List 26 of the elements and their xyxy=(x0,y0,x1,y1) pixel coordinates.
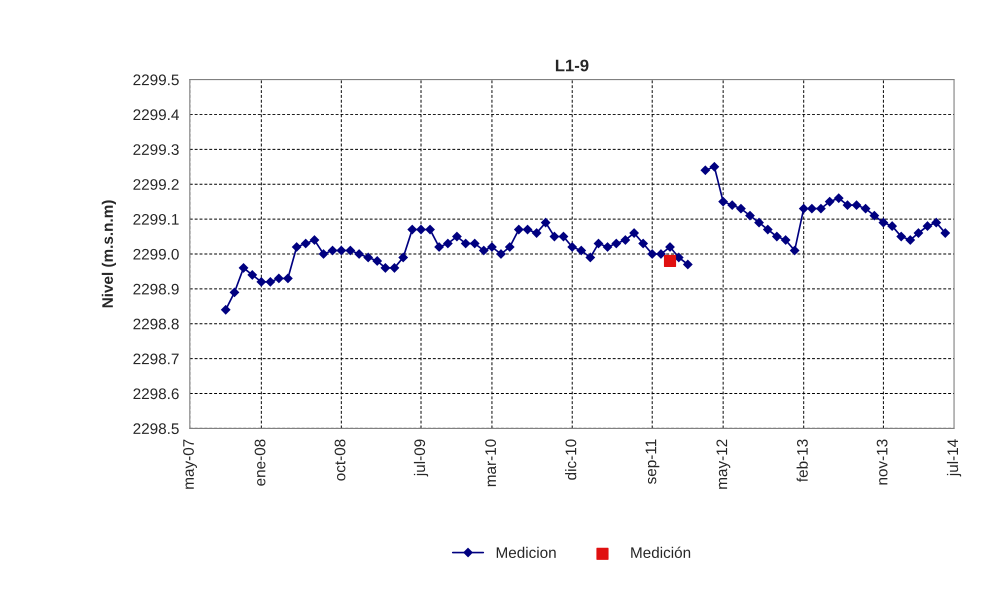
y-tick-label: 2298.7 xyxy=(133,354,179,364)
x-tick-label: jul-09 xyxy=(414,440,428,477)
y-tick-label: 2299.5 xyxy=(133,74,179,86)
chart-title: L1-9 xyxy=(556,60,588,72)
x-tick-label: may-07 xyxy=(183,440,197,489)
x-tick-label: nov-13 xyxy=(876,439,888,485)
y-tick-label: 2298.8 xyxy=(133,318,179,330)
legend-label: Medición xyxy=(631,546,690,558)
y-tick-label: 2298.5 xyxy=(133,423,179,434)
y-tick-label: 2299.4 xyxy=(133,109,179,120)
y-tick-label: 2299.0 xyxy=(133,248,179,260)
y-tick-label: 2299.1 xyxy=(133,214,179,225)
x-tick-label: ene-08 xyxy=(254,439,266,486)
legend-label: Medicion xyxy=(496,546,556,558)
x-tick-label: sep-11 xyxy=(646,440,660,484)
x-tick-label: oct-08 xyxy=(334,439,346,481)
x-tick-label: jul-14 xyxy=(946,439,962,477)
x-tick-label: may-12 xyxy=(716,440,730,489)
x-tick-label: dic-10 xyxy=(565,439,576,480)
y-tick-label: 2298.9 xyxy=(133,284,179,295)
y-axis-title: Nivel (m.s.n.m) xyxy=(102,200,116,308)
y-tick-label: 2299.3 xyxy=(133,144,179,156)
x-tick-label: feb-13 xyxy=(796,439,808,482)
y-tick-label: 2298.6 xyxy=(133,388,179,400)
y-tick-label: 2299.2 xyxy=(133,179,179,190)
x-tick-label: mar-10 xyxy=(485,439,496,486)
